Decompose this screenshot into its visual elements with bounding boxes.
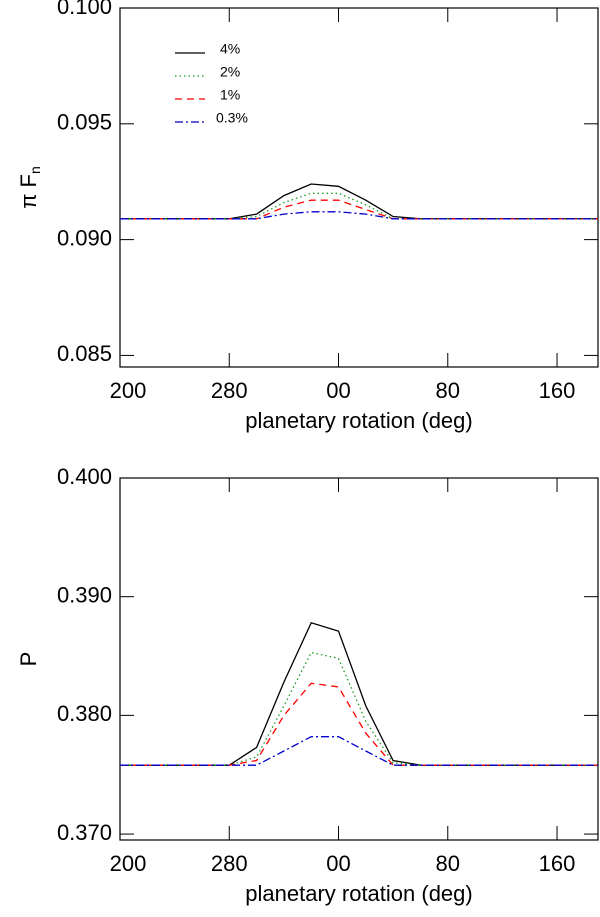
- x-tick-label: 00: [326, 378, 350, 403]
- y-tick-label: 0.390: [57, 583, 112, 608]
- x-tick-label: 80: [436, 378, 460, 403]
- series-line: [120, 183, 598, 220]
- y-axis-label-main: π F: [16, 174, 41, 209]
- series-line: [120, 199, 598, 220]
- x-tick-label: 280: [211, 851, 248, 876]
- x-axis-label: planetary rotation (deg): [245, 881, 472, 906]
- x-tick-label: 00: [326, 851, 350, 876]
- series-line: [120, 651, 598, 766]
- x-tick-label: 200: [110, 851, 147, 876]
- plot-frame: [119, 477, 599, 841]
- y-tick-label: 0.100: [57, 0, 112, 19]
- x-axis-label: planetary rotation (deg): [245, 408, 472, 433]
- chart: 0.085 0.090 0.095 0.100 200 280 00 80 160 planeta…: [16, 0, 599, 433]
- plot-frame: [119, 7, 599, 368]
- y-axis-label: π Fn: [16, 166, 43, 209]
- y-axis-label-sub: n: [27, 166, 43, 174]
- x-tick-label: 80: [436, 851, 460, 876]
- series-line: [120, 622, 598, 766]
- legend-label: 4%: [220, 41, 240, 57]
- x-tick-label: 160: [539, 851, 576, 876]
- legend-label: 1%: [220, 87, 240, 103]
- x-tick-label: 160: [539, 378, 576, 403]
- x-tick-label: 200: [110, 378, 147, 403]
- y-tick-label: 0.380: [57, 701, 112, 726]
- y-tick-label: 0.095: [57, 110, 112, 135]
- series-line: [120, 211, 598, 220]
- y-tick-label: 0.400: [57, 464, 112, 489]
- y-tick-label: 0.370: [57, 820, 112, 845]
- series-line: [120, 736, 598, 766]
- y-axis-label: P: [16, 652, 41, 667]
- x-tick-label: 280: [211, 378, 248, 403]
- y-tick-label: 0.085: [57, 341, 112, 366]
- y-tick-label: 0.090: [57, 225, 112, 250]
- legend-label: 0.3%: [216, 110, 248, 126]
- series-line: [120, 682, 598, 766]
- legend-label: 2%: [220, 64, 240, 80]
- chart: 0.370 0.380 0.390 0.400 200 280 00 80 160 planeta…: [16, 464, 599, 906]
- y-axis-label-main: P: [16, 652, 41, 667]
